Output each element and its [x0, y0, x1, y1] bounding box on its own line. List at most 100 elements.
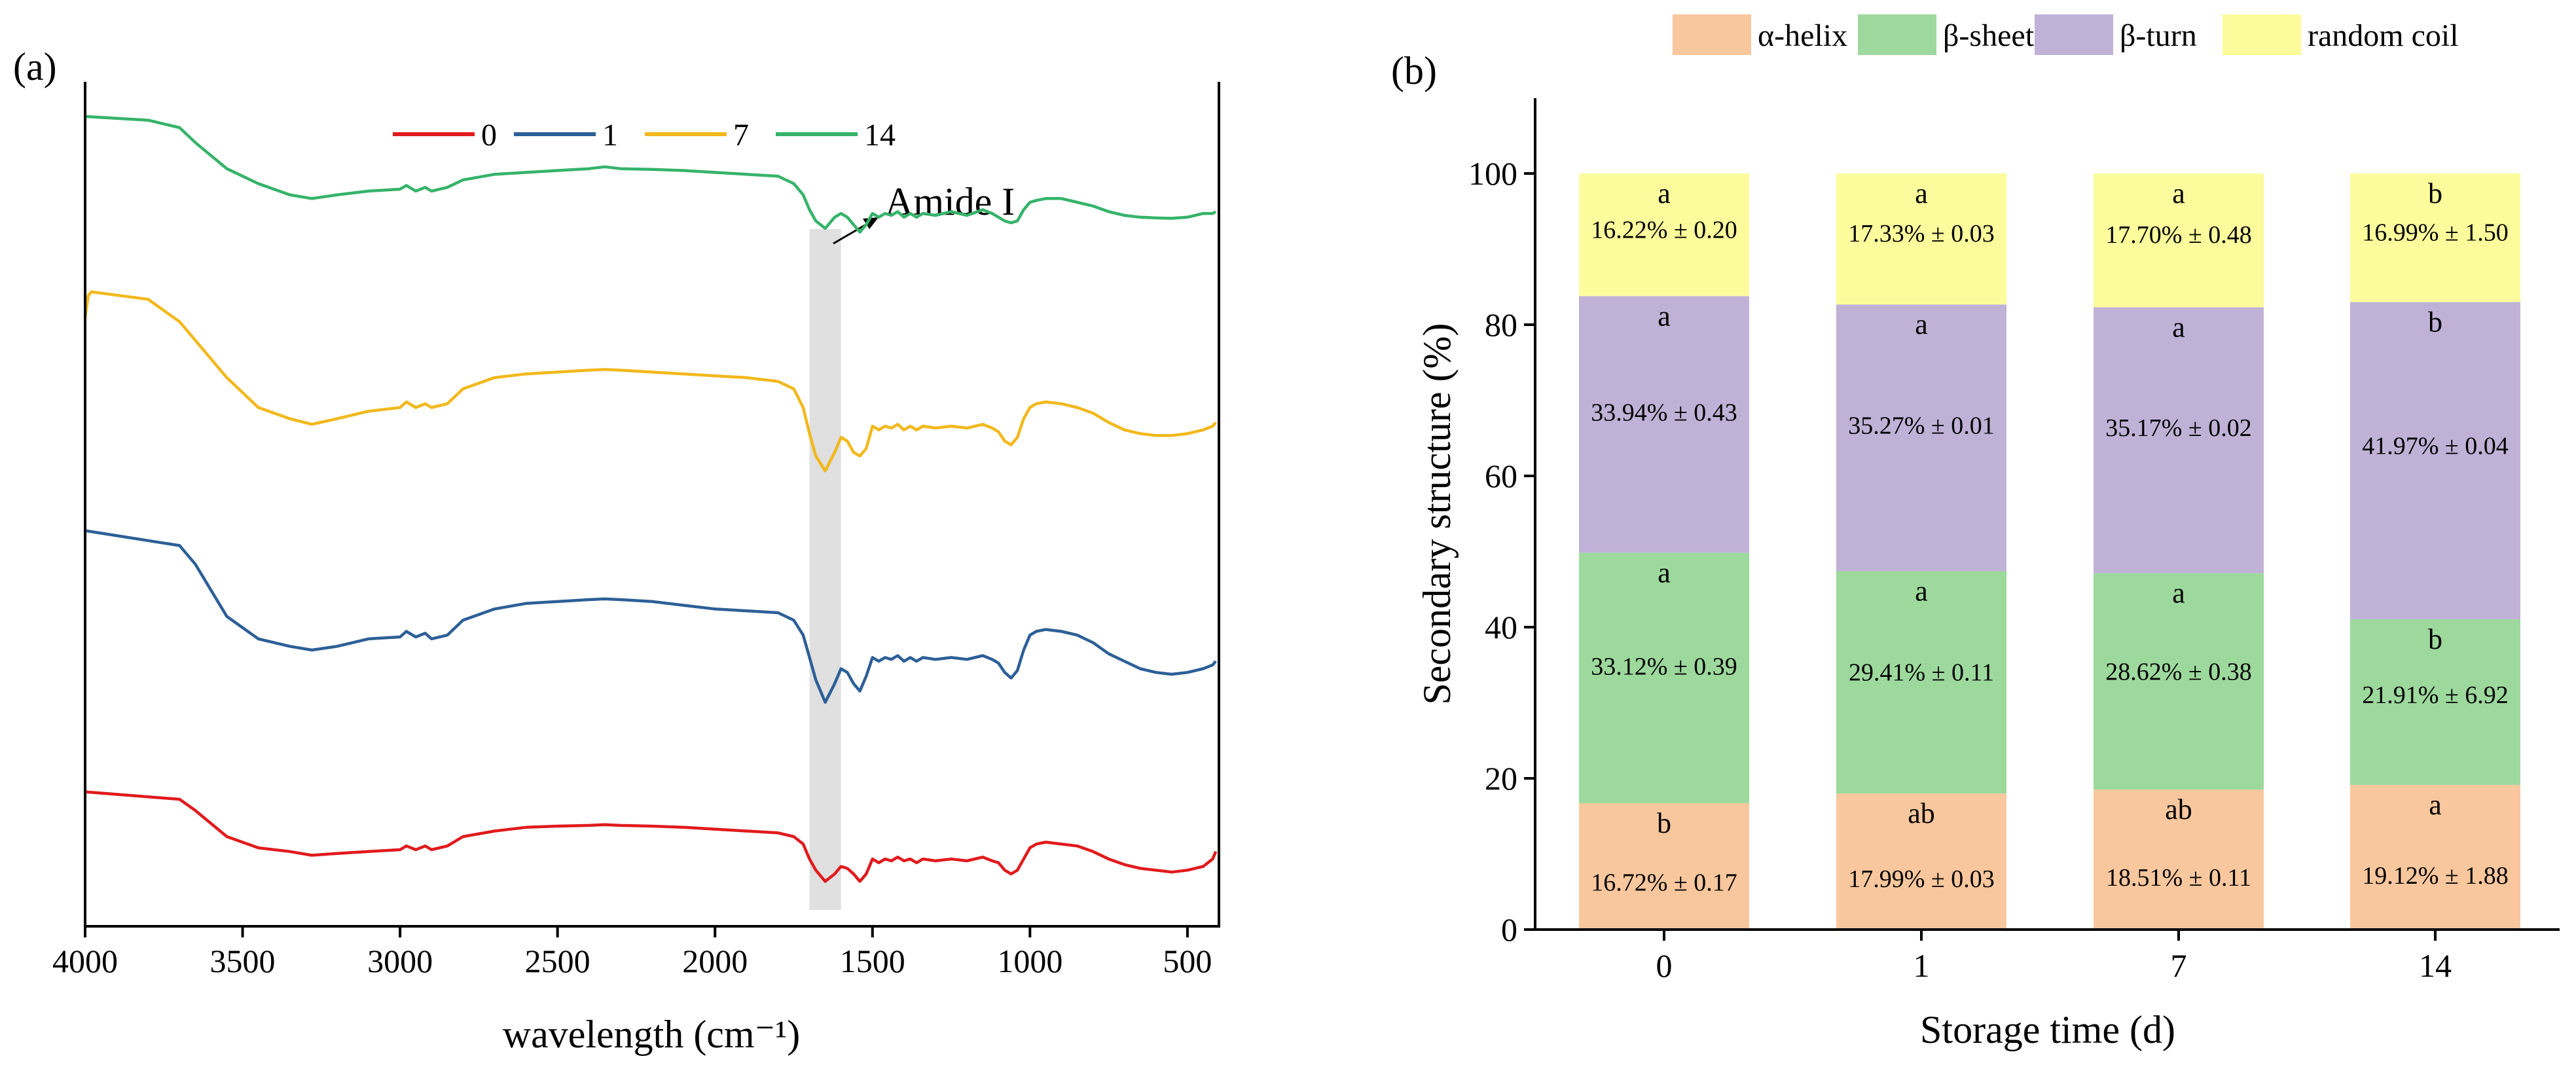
- x-tick-label: 1: [1914, 947, 1930, 984]
- panel-b-y-ticks: 0 20 40 60 80 100: [1468, 155, 1535, 948]
- y-tick-label: 100: [1468, 155, 1517, 192]
- significance-letter: b: [2428, 623, 2442, 655]
- x-tick-label: 1000: [997, 943, 1062, 979]
- panel-a-axes: [84, 82, 1220, 928]
- bar-segment-random-coil-7: [2094, 173, 2264, 308]
- bar-segment-α-helix-14: [2350, 785, 2520, 930]
- panel-a-x-ticks: 4000 3500 3000 2500 2000 1500 1000 500: [52, 926, 1212, 979]
- y-tick-label: 60: [1485, 458, 1517, 494]
- stacked-bars: b 16.72% ± 0.17 a 33.12% ± 0.39 a 33.94% ± 0.…: [1579, 173, 2520, 930]
- bar-segment-α-helix-1: [1836, 793, 2006, 930]
- legend-swatch-α-helix: [1673, 14, 1751, 55]
- bar-segment-β-sheet-1: [1836, 571, 2006, 794]
- legend-label-1: 1: [602, 118, 618, 153]
- significance-letter: b: [2428, 177, 2442, 209]
- bar-value-label: 21.91% ± 6.92: [2362, 681, 2509, 709]
- y-tick-label: 80: [1485, 306, 1517, 343]
- bar-segment-β-turn-0: [1579, 296, 1749, 553]
- bar-segment-random-coil-0: [1579, 173, 1749, 297]
- bar-value-label: 18.51% ± 0.11: [2106, 864, 2251, 892]
- bar-segment-random-coil-14: [2350, 173, 2520, 302]
- legend-label-α-helix: α-helix: [1758, 18, 1847, 53]
- bar-value-label: 33.94% ± 0.43: [1591, 399, 1737, 427]
- legend-label-β-sheet: β-sheet: [1943, 18, 2035, 53]
- panel-b-x-ticks: 0 1 7 14: [1656, 930, 2452, 984]
- panel-b-y-title: Secondary structure (%): [1415, 323, 1459, 704]
- bar-segment-β-turn-14: [2350, 302, 2520, 620]
- x-tick-label: 2500: [525, 943, 590, 979]
- bar-value-label: 17.33% ± 0.03: [1848, 220, 1995, 247]
- significance-letter: a: [1915, 308, 1928, 340]
- significance-letter: a: [1915, 177, 1928, 209]
- bar-value-label: 35.17% ± 0.02: [2105, 414, 2252, 442]
- bar-value-label: 28.62% ± 0.38: [2105, 658, 2252, 685]
- legend-label-14: 14: [864, 118, 896, 153]
- significance-letter: b: [1657, 807, 1671, 839]
- x-tick-label: 4000: [52, 943, 118, 979]
- x-tick-label: 7: [2171, 947, 2187, 984]
- significance-letter: a: [1658, 300, 1671, 332]
- bar-value-label: 33.12% ± 0.39: [1591, 653, 1737, 680]
- spectrum-line-7: [83, 290, 1217, 473]
- bar-segment-α-helix-0: [1579, 803, 1749, 930]
- x-tick-label: 0: [1656, 947, 1673, 984]
- legend-swatch-β-sheet: [1858, 14, 1936, 55]
- legend-label-0: 0: [481, 118, 497, 153]
- significance-letter: ab: [1908, 797, 1935, 829]
- significance-letter: a: [1658, 556, 1671, 589]
- bar-segment-β-sheet-0: [1579, 553, 1749, 803]
- bar-segment-β-turn-1: [1836, 304, 2006, 571]
- panel-a-x-title: wavelength (cm⁻¹): [503, 1013, 800, 1056]
- legend-label-random-coil: random coil: [2308, 18, 2459, 53]
- panel-b-label: (b): [1391, 49, 1437, 92]
- bar-value-label: 17.70% ± 0.48: [2105, 221, 2252, 249]
- significance-letter: a: [2172, 177, 2185, 209]
- panel-a-label: (a): [13, 45, 57, 88]
- legend-swatch-random-coil: [2222, 14, 2301, 55]
- bar-value-label: 16.72% ± 0.17: [1591, 869, 1737, 897]
- bar-value-label: 16.22% ± 0.20: [1591, 216, 1737, 244]
- panel-b-x-title: Storage time (d): [1920, 1008, 2175, 1051]
- x-tick-label: 1500: [840, 943, 905, 979]
- bar-value-label: 16.99% ± 1.50: [2362, 219, 2509, 246]
- amide-i-band: [809, 229, 841, 910]
- x-tick-label: 14: [2419, 947, 2452, 984]
- ftir-spectra-panel: (a) Amide I 0 1 7 14 4000 3500 3000 2500 2000 15…: [13, 45, 1220, 1056]
- bar-segment-β-sheet-14: [2350, 619, 2520, 786]
- spectra-legend: 0 1 7 14: [393, 118, 896, 153]
- significance-letter: a: [2172, 311, 2185, 343]
- structure-legend: α-helix β-sheet β-turn random coil: [1673, 14, 2459, 55]
- significance-letter: a: [1915, 575, 1928, 607]
- significance-letter: ab: [2165, 793, 2192, 825]
- bar-segment-β-sheet-7: [2094, 573, 2264, 790]
- spectrum-line-14: [84, 115, 1217, 234]
- x-tick-label: 3000: [367, 943, 433, 979]
- amide-i-arrowhead: [863, 217, 879, 229]
- spectra-lines: [83, 115, 1218, 883]
- secondary-structure-panel: (b) α-helix β-sheet β-turn random coil b 16.…: [1391, 14, 2560, 1051]
- spectrum-line-1: [84, 529, 1217, 704]
- spectrum-line-0: [84, 790, 1218, 883]
- significance-letter: a: [1658, 177, 1671, 209]
- x-tick-label: 2000: [682, 943, 748, 979]
- significance-letter: b: [2428, 306, 2442, 338]
- significance-letter: a: [2172, 577, 2185, 609]
- legend-label-β-turn: β-turn: [2120, 18, 2197, 53]
- bar-segment-random-coil-1: [1836, 173, 2006, 305]
- x-tick-label: 500: [1163, 943, 1212, 979]
- bar-value-label: 29.41% ± 0.11: [1849, 659, 1994, 686]
- bar-segment-α-helix-7: [2094, 789, 2264, 930]
- bar-value-label: 19.12% ± 1.88: [2362, 862, 2509, 890]
- bar-segment-β-turn-7: [2094, 307, 2264, 573]
- y-tick-label: 0: [1501, 911, 1517, 948]
- bar-value-label: 17.99% ± 0.03: [1848, 865, 1995, 893]
- y-tick-label: 40: [1485, 609, 1517, 645]
- y-tick-label: 20: [1485, 760, 1517, 797]
- legend-swatch-β-turn: [2035, 14, 2113, 55]
- bar-value-label: 41.97% ± 0.04: [2362, 432, 2509, 460]
- bar-value-label: 35.27% ± 0.01: [1848, 412, 1995, 439]
- significance-letter: a: [2429, 789, 2442, 821]
- x-tick-label: 3500: [210, 943, 276, 979]
- legend-label-7: 7: [733, 118, 749, 153]
